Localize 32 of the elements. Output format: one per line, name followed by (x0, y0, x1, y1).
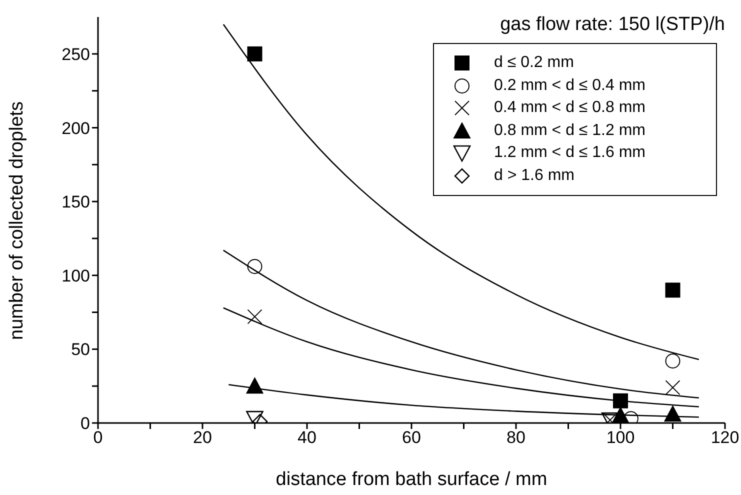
y-tick-label: 200 (62, 118, 90, 138)
y-tick-label: 100 (62, 266, 90, 286)
point (247, 259, 262, 274)
y-axis-title: number of collected droplets (6, 101, 28, 340)
point (247, 46, 262, 62)
point (665, 353, 680, 368)
x-tick-label: 20 (193, 428, 212, 448)
point (246, 378, 264, 394)
y-tick-label: 150 (62, 192, 90, 212)
x-tick-label: 40 (298, 428, 316, 448)
legend-label: 1.2 mm < d ≤ 1.6 mm (494, 144, 646, 162)
point (247, 309, 262, 324)
point (665, 282, 680, 298)
legend-label: 0.2 mm < d ≤ 0.4 mm (494, 76, 646, 95)
x-axis-title: distance from bath surface / mm (276, 469, 548, 490)
y-tick-label: 250 (62, 44, 90, 64)
point (665, 380, 680, 396)
x-tick-label: 120 (710, 428, 740, 448)
y-tick-label: 0 (80, 414, 90, 434)
legend-label: 0.8 mm < d ≤ 1.2 mm (494, 122, 646, 140)
legend-label: d > 1.6 mm (494, 166, 574, 185)
point (613, 393, 628, 408)
y-tick-label: 50 (71, 340, 90, 360)
legend-label: d ≤ 0.2 mm (494, 54, 574, 72)
x-tick-label: 80 (506, 428, 526, 448)
legend-label: 0.4 mm < d ≤ 0.8 mm (494, 99, 646, 118)
x-tick-label: 100 (606, 428, 635, 448)
x-tick-label: 0 (93, 428, 103, 448)
legend-title: gas flow rate: 150 l(STP)/h (499, 14, 725, 36)
line-series (222, 250, 700, 399)
point (664, 406, 682, 422)
x-tick-label: 60 (402, 428, 421, 448)
